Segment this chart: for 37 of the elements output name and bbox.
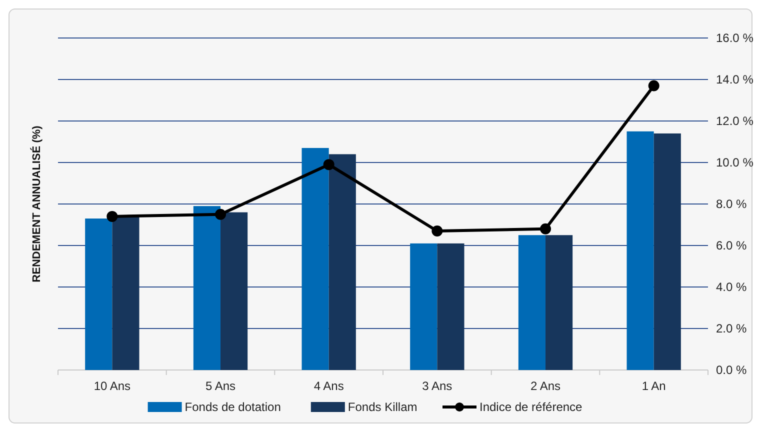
y-tick-label: 4.0 % <box>716 280 748 294</box>
point <box>432 225 443 236</box>
bar <box>328 154 356 370</box>
bar <box>626 131 654 370</box>
x-tick-label: 4 Ans <box>314 379 344 393</box>
y-tick-label: 10.0 % <box>716 156 754 170</box>
y-tick-label: 0.0 % <box>716 363 748 377</box>
x-tick-label: 10 Ans <box>94 379 131 393</box>
bar <box>193 206 220 370</box>
bar <box>546 235 573 370</box>
y-tick-label: 12.0 % <box>716 114 754 128</box>
x-tick-label: 5 Ans <box>205 379 236 393</box>
legend-label: Indice de référence <box>480 400 583 414</box>
y-tick-label: 8.0 % <box>716 197 748 211</box>
bar <box>437 243 464 370</box>
y-tick-label: 14.0 % <box>716 72 754 86</box>
x-tick-label: 1 An <box>642 379 666 393</box>
point <box>323 159 334 170</box>
y-axis-title: RENDEMENT ANNUALISÉ (%) <box>30 125 43 282</box>
point <box>540 223 551 234</box>
legend-label: Fonds de dotation <box>184 400 281 414</box>
x-tick-label: 3 Ans <box>422 379 452 393</box>
point <box>215 208 226 220</box>
bar <box>518 235 546 370</box>
bar <box>85 218 112 370</box>
bar <box>112 216 140 370</box>
y-tick-label: 6.0 % <box>716 238 748 252</box>
bar <box>220 212 248 370</box>
legend-label: Fonds Killam <box>348 400 418 414</box>
bar <box>654 133 681 370</box>
x-tick-label: 2 Ans <box>530 379 561 393</box>
bar <box>302 148 329 370</box>
bar <box>410 243 438 370</box>
y-tick-label: 2.0 % <box>716 322 748 336</box>
point <box>648 80 660 92</box>
y-tick-label: 16.0 % <box>716 31 754 45</box>
point <box>106 210 118 222</box>
